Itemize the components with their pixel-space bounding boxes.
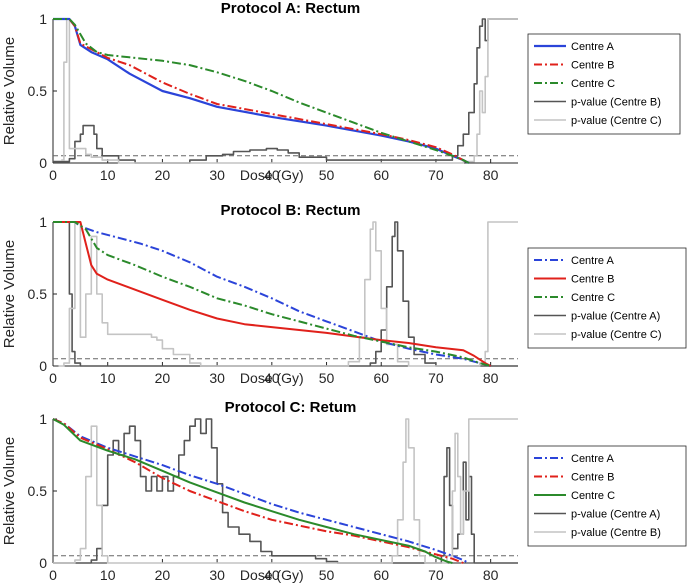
legend-label: Centre C (571, 78, 615, 90)
series-line-p-value-centre-a (61, 221, 518, 367)
x-tick-label: 60 (373, 370, 389, 386)
x-axis-label: Dose (Gy) (240, 567, 304, 583)
series-line-centre-a (53, 221, 491, 367)
legend-label: Centre A (571, 255, 614, 267)
series-line-centre-b (53, 18, 470, 164)
x-tick-label: 70 (428, 370, 444, 386)
x-tick-label: 0 (49, 567, 57, 583)
x-tick-label: 60 (373, 167, 389, 183)
y-tick-label: 0 (39, 358, 47, 374)
series-line-centre-c (53, 221, 491, 367)
x-tick-label: 60 (373, 567, 389, 583)
y-tick-label: 0.5 (28, 483, 48, 499)
x-tick-label: 10 (100, 370, 116, 386)
x-tick-label: 80 (483, 567, 499, 583)
y-axis-label: Relative Volume (1, 37, 18, 145)
legend-label: p-value (Centre C) (571, 115, 661, 127)
y-axis-label: Relative Volume (1, 240, 18, 348)
x-tick-label: 70 (428, 567, 444, 583)
legend-label: Centre B (571, 472, 614, 484)
legend-label: Centre B (571, 60, 614, 72)
panel-1: 0 10 20 30 40 50 60 70 80 0 0.5 1 Protocol A: Rectum… (1, 0, 681, 183)
x-tick-label: 10 (100, 167, 116, 183)
chart-title: Protocol B: Rectum (220, 202, 360, 219)
y-tick-label: 1 (39, 11, 47, 27)
y-tick-label: 0 (39, 155, 47, 171)
x-tick-label: 40 (264, 370, 280, 386)
x-axis-label: Dose (Gy) (240, 167, 304, 183)
series-line-centre-b (53, 221, 492, 367)
x-tick-label: 10 (100, 567, 116, 583)
legend-label: p-value (Centre A) (571, 509, 660, 521)
y-tick-label: 0 (39, 555, 47, 571)
x-tick-label: 40 (264, 567, 280, 583)
legend: Centre A Centre B Centre C p-value (Centre … (527, 445, 687, 547)
series-line-p-value-centre-a (53, 418, 518, 564)
panel-3: 0 10 20 30 40 50 60 70 80 0 0.5 1 Protocol C: Retum R… (1, 399, 687, 583)
y-tick-label: 0.5 (28, 286, 48, 302)
legend-label: p-value (Centre B) (571, 527, 661, 539)
x-tick-label: 30 (209, 567, 225, 583)
x-tick-label: 30 (209, 167, 225, 183)
x-tick-label: 20 (155, 167, 171, 183)
series-line-p-value-centre-c (61, 18, 518, 164)
x-tick-label: 30 (209, 370, 225, 386)
legend-label: p-value (Centre B) (571, 97, 661, 109)
x-tick-label: 80 (483, 370, 499, 386)
series-line-centre-b (53, 418, 464, 564)
y-axis-label: Relative Volume (1, 437, 18, 545)
legend: Centre A Centre B Centre C p-value (Centre … (527, 33, 681, 135)
legend-label: Centre C (571, 490, 615, 502)
chart-title: Protocol A: Rectum (221, 0, 360, 17)
legend-label: Centre B (571, 274, 614, 286)
series-line-centre-c (53, 18, 470, 164)
x-tick-label: 0 (49, 370, 57, 386)
legend-label: p-value (Centre A) (571, 311, 660, 323)
x-tick-label: 80 (483, 167, 499, 183)
series-line-p-value-centre-b (53, 18, 518, 164)
x-tick-label: 70 (428, 167, 444, 183)
legend-label: Centre A (571, 453, 614, 465)
chart-title: Protocol C: Retum (225, 399, 357, 416)
x-tick-label: 20 (155, 370, 171, 386)
panel-2: 0 10 20 30 40 50 60 70 80 0 0.5 1 Protocol B: Rectum… (1, 202, 687, 386)
series-line-centre-c (53, 418, 453, 564)
y-tick-label: 1 (39, 411, 47, 427)
x-tick-label: 40 (264, 167, 280, 183)
series-line-p-value-centre-b (53, 418, 518, 564)
legend-label: p-value (Centre C) (571, 329, 661, 341)
series-line-p-value-centre-c (58, 221, 518, 367)
y-tick-label: 1 (39, 214, 47, 230)
x-tick-label: 20 (155, 567, 171, 583)
x-tick-label: 0 (49, 167, 57, 183)
x-axis-label: Dose (Gy) (240, 370, 304, 386)
legend-label: Centre C (571, 292, 615, 304)
series-line-centre-a (53, 17, 470, 164)
legend-label: Centre A (571, 41, 614, 53)
x-tick-label: 50 (319, 370, 335, 386)
x-tick-label: 50 (319, 167, 335, 183)
y-tick-label: 0.5 (28, 83, 48, 99)
legend: Centre A Centre B Centre C p-value (Centre … (527, 247, 687, 349)
x-tick-label: 50 (319, 567, 335, 583)
